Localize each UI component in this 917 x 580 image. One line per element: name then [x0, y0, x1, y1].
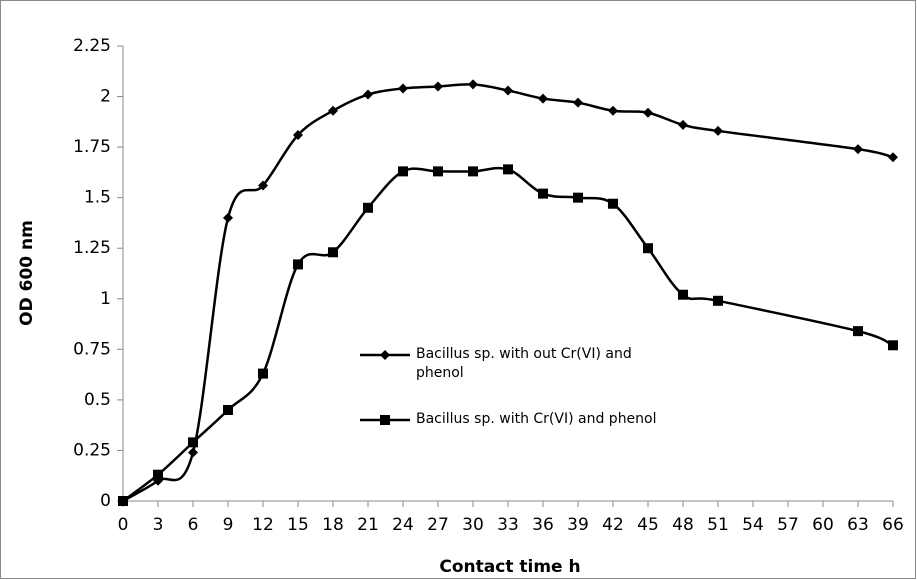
- x-tick-label: 0: [118, 515, 129, 535]
- marker: [188, 447, 198, 458]
- x-tick-label: 36: [532, 515, 554, 535]
- x-tick-label: 6: [188, 515, 199, 535]
- marker: [643, 243, 653, 254]
- marker: [328, 105, 338, 116]
- marker: [713, 125, 723, 136]
- x-tick-label: 3: [153, 515, 164, 535]
- marker: [363, 89, 373, 100]
- legend-item: Bacillus sp. with Cr(VI) and phenol: [416, 411, 657, 427]
- y-tick-label: 0.75: [73, 339, 111, 359]
- marker: [398, 166, 408, 177]
- marker: [118, 496, 128, 506]
- marker: [293, 129, 303, 140]
- marker: [573, 192, 583, 203]
- legend-label: Bacillus sp. with out Cr(VI) and phenol: [416, 346, 632, 381]
- legend-marker: [380, 350, 390, 360]
- marker: [608, 105, 618, 116]
- marker: [468, 166, 478, 177]
- x-tick-label: 33: [497, 515, 519, 535]
- marker: [853, 326, 863, 337]
- y-tick-label: 0.5: [84, 390, 111, 410]
- marker: [433, 166, 443, 177]
- marker: [888, 152, 898, 163]
- y-tick-label: 2.25: [73, 36, 111, 56]
- y-tick-label: 1.25: [73, 238, 111, 258]
- marker: [258, 368, 268, 379]
- y-tick-label: 2: [100, 87, 111, 107]
- x-tick-label: 48: [672, 515, 694, 535]
- legend-label: Bacillus sp. with Cr(VI) and phenol: [416, 411, 657, 427]
- x-tick-label: 30: [462, 515, 484, 535]
- legend-marker: [380, 415, 390, 425]
- marker: [433, 81, 443, 92]
- x-tick-label: 51: [707, 515, 729, 535]
- y-tick-label: 1: [100, 289, 111, 309]
- marker: [363, 202, 373, 213]
- x-tick-label: 12: [252, 515, 274, 535]
- marker: [223, 212, 233, 223]
- x-tick-label: 60: [812, 515, 834, 535]
- marker: [503, 164, 513, 175]
- marker: [398, 83, 408, 94]
- y-tick-label: 0.25: [73, 440, 111, 460]
- x-tick-label: 39: [567, 515, 589, 535]
- marker: [538, 188, 548, 199]
- x-tick-label: 18: [322, 515, 344, 535]
- marker: [188, 437, 198, 448]
- x-tick-label: 63: [847, 515, 869, 535]
- legend-item: Bacillus sp. with out Cr(VI) and phenol: [416, 346, 632, 381]
- x-tick-label: 45: [637, 515, 659, 535]
- y-tick-label: 0: [100, 491, 111, 511]
- y-axis-label: OD 600 nm: [17, 220, 37, 326]
- marker: [223, 405, 233, 415]
- marker: [258, 180, 268, 191]
- marker: [468, 79, 478, 90]
- x-tick-label: 66: [882, 515, 904, 535]
- x-tick-label: 9: [223, 515, 234, 535]
- marker: [608, 198, 618, 209]
- marker: [153, 469, 163, 480]
- marker: [538, 93, 548, 104]
- marker: [573, 97, 583, 108]
- x-tick-label: 15: [287, 515, 309, 535]
- y-tick-label: 1.75: [73, 137, 111, 157]
- marker: [503, 85, 513, 96]
- marker: [678, 119, 688, 130]
- marker: [328, 247, 338, 258]
- marker: [678, 289, 688, 300]
- marker: [293, 259, 303, 270]
- marker: [643, 107, 653, 118]
- x-tick-label: 42: [602, 515, 624, 535]
- x-tick-label: 21: [357, 515, 379, 535]
- marker: [888, 340, 898, 351]
- y-tick-label: 1.5: [84, 188, 111, 208]
- x-tick-label: 27: [427, 515, 449, 535]
- x-tick-label: 54: [742, 515, 764, 535]
- x-axis-label: Contact time h: [439, 557, 580, 577]
- marker: [853, 144, 863, 155]
- marker: [713, 295, 723, 306]
- x-tick-label: 57: [777, 515, 799, 535]
- x-tick-label: 24: [392, 515, 414, 535]
